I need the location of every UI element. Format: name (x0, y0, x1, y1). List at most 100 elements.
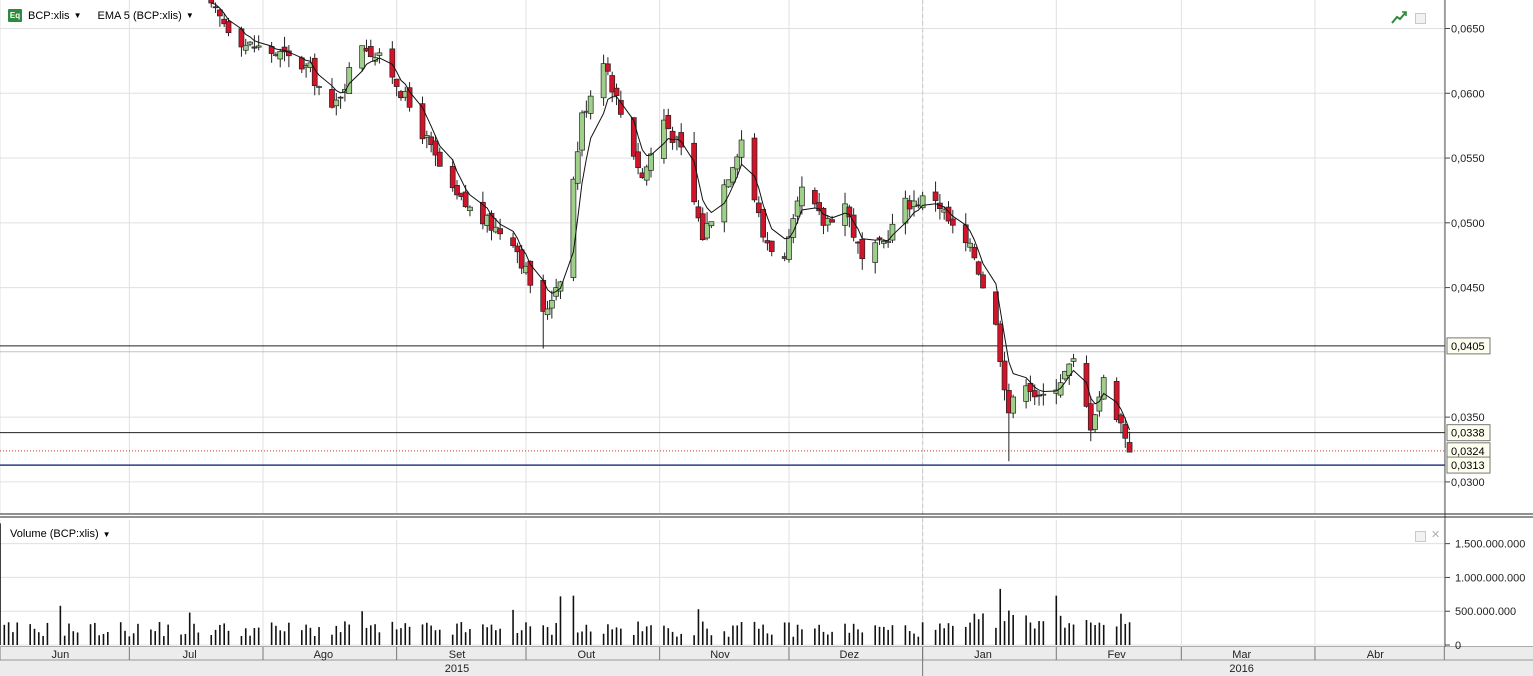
up-candle (277, 51, 284, 60)
volume-tick-label: 1.000.000.000 (1455, 572, 1525, 584)
up-candle (1023, 385, 1029, 402)
volume-panel-header[interactable]: Volume (BCP:xlis) ▼ (10, 528, 111, 540)
up-candle (333, 99, 340, 107)
up-candle (574, 151, 581, 184)
down-candle (846, 206, 853, 218)
down-candle (212, 6, 219, 9)
x-month-label: Jan (974, 649, 992, 661)
down-candle (829, 219, 835, 223)
volume-tick-label: 500.000.000 (1455, 606, 1516, 618)
down-candle (1118, 414, 1124, 424)
price-level-label: 0,0405 (1451, 341, 1485, 353)
up-candle (359, 45, 366, 69)
down-candle (510, 237, 516, 246)
down-candle (281, 46, 288, 53)
down-candle (436, 151, 443, 167)
down-candle (691, 142, 697, 203)
down-candle (980, 274, 986, 289)
volume-panel-title: Volume (BCP:xlis) (10, 528, 99, 540)
up-candle (967, 242, 973, 248)
down-candle (755, 202, 762, 214)
down-candle (514, 245, 521, 253)
down-candle (1083, 363, 1090, 407)
up-candle (600, 63, 607, 99)
down-candle (367, 46, 374, 58)
up-candle (704, 223, 710, 239)
up-candle (1057, 382, 1064, 396)
down-candle (812, 190, 818, 205)
caret-down-icon: ▼ (73, 11, 82, 20)
down-candle (760, 209, 766, 238)
x-month-label: Jun (51, 649, 69, 661)
down-candle (665, 115, 672, 130)
x-month-label: Abr (1367, 649, 1384, 661)
down-candle (406, 87, 413, 108)
up-candle (1092, 414, 1098, 430)
down-candle (1027, 382, 1034, 392)
up-candle (1040, 393, 1047, 396)
down-candle (497, 228, 503, 235)
up-candle (467, 206, 473, 212)
down-candle (932, 191, 939, 201)
down-candle (993, 291, 999, 325)
x-axis-background (0, 647, 1533, 676)
volume-tick-label: 1.500.000.000 (1455, 539, 1525, 551)
up-candle (730, 167, 736, 183)
y-tick-label: 0,0450 (1451, 283, 1485, 295)
volume-series (0, 523, 1131, 645)
x-month-label: Fev (1107, 649, 1126, 661)
x-month-label: Dez (840, 649, 860, 661)
down-candle (432, 140, 439, 156)
down-candle (630, 117, 637, 157)
down-candle (751, 137, 758, 201)
y-tick-label: 0,0600 (1451, 88, 1485, 100)
x-year-label: 2015 (445, 663, 469, 675)
down-candle (419, 103, 426, 140)
trend-line-icon[interactable] (1391, 10, 1407, 24)
up-candle (885, 241, 891, 243)
up-candle (549, 299, 555, 309)
equity-icon: Eq (8, 9, 22, 22)
caret-down-icon: ▼ (102, 529, 111, 539)
candlestick-series (208, 0, 1133, 462)
caret-down-icon: ▼ (185, 11, 194, 20)
close-volume-icon[interactable]: ✕ (1431, 529, 1441, 541)
down-candle (208, 0, 215, 4)
up-candle (1096, 396, 1103, 412)
maximize-panel-icon[interactable] (1415, 13, 1426, 24)
up-candle (587, 95, 594, 114)
x-month-label: Set (449, 649, 466, 661)
down-candle (997, 323, 1004, 362)
price-level-tag (1446, 424, 1491, 442)
price-level-label: 0,0324 (1451, 446, 1485, 458)
down-candle (454, 184, 460, 196)
down-candle (527, 260, 534, 286)
down-candle (768, 240, 775, 252)
up-candle (799, 186, 805, 207)
down-candle (975, 261, 982, 275)
up-candle (1100, 377, 1107, 400)
up-candle (579, 112, 585, 151)
down-candle (613, 87, 620, 96)
maximize-volume-icon[interactable] (1415, 531, 1426, 542)
down-candle (480, 201, 486, 225)
x-month-label: Out (577, 649, 595, 661)
up-candle (786, 236, 792, 260)
instrument-dropdown[interactable]: BCP:xlis ▼ (28, 10, 81, 22)
price-level-label: 0,0338 (1451, 428, 1485, 440)
down-candle (605, 63, 611, 72)
down-candle (1036, 394, 1042, 397)
x-month-label: Mar (1232, 649, 1251, 661)
ema-overlay (211, 2, 1131, 431)
down-candle (695, 206, 702, 219)
price-level-tag (1446, 456, 1491, 474)
up-candle (794, 200, 801, 217)
x-year-label: 2016 (1229, 663, 1253, 675)
up-candle (919, 195, 926, 209)
up-candle (725, 179, 732, 188)
down-candle (225, 21, 232, 34)
indicator-dropdown[interactable]: EMA 5 (BCP:xlis) ▼ (97, 10, 193, 22)
up-candle (316, 86, 322, 88)
